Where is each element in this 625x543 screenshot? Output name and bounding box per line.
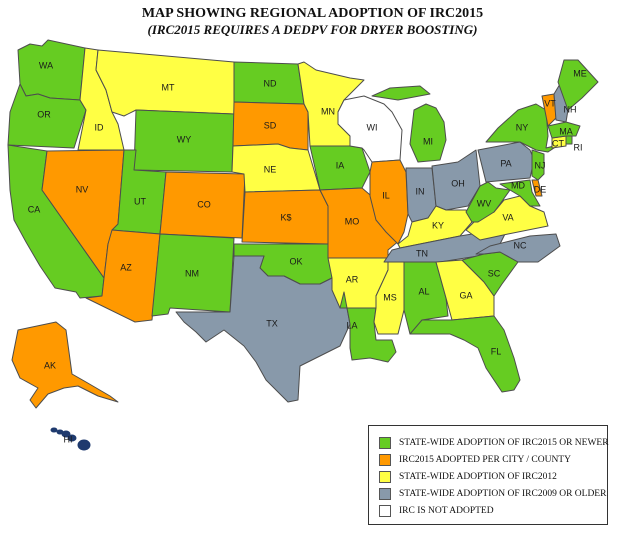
legend-swatch <box>379 487 391 500</box>
state-mi <box>371 85 447 163</box>
map-title: MAP SHOWING REGIONAL ADOPTION OF IRC2015 <box>141 6 484 21</box>
state-label-ky: KY <box>432 220 444 230</box>
state-ri <box>565 135 573 145</box>
state-label-wi: WI <box>367 122 378 132</box>
state-ny <box>485 103 561 153</box>
map-subtitle: (IRC2015 REQUIRES A DEDPV FOR DRYER BOOS… <box>147 22 478 37</box>
state-label-vt: VT <box>544 98 556 108</box>
state-ak <box>11 321 119 409</box>
state-label-tn: TN <box>416 248 428 258</box>
state-label-hi: HI <box>64 434 73 444</box>
state-label-ms: MS <box>383 292 397 302</box>
state-label-pa: PA <box>500 158 511 168</box>
state-label-va: VA <box>502 212 513 222</box>
state-label-in: IN <box>416 186 425 196</box>
state-label-or: OR <box>37 109 51 119</box>
state-label-oh: OH <box>451 178 465 188</box>
state-hi-island <box>67 434 77 442</box>
state-label-nd: ND <box>264 78 277 88</box>
state-label-ak: AK <box>44 360 56 370</box>
legend-swatch <box>379 504 391 517</box>
legend-label: STATE-WIDE ADOPTION OF IRC2015 OR NEWER <box>399 437 609 448</box>
state-labels: WA OR CA ID NV MT WY UT AZ CO NM ND SD NE K$ OK TX MN IA MO… <box>28 60 587 444</box>
state-tx <box>175 255 351 403</box>
legend-item: IRC IS NOT ADOPTED <box>379 502 599 519</box>
legend: STATE-WIDE ADOPTION OF IRC2015 OR NEWER I… <box>368 425 609 525</box>
state-label-mt: MT <box>162 82 175 92</box>
legend-item: STATE-WIDE ADOPTION OF IRC2009 OR OLDER <box>379 485 606 502</box>
state-label-ma: MA <box>559 126 573 136</box>
state-me <box>557 59 599 111</box>
state-label-wa: WA <box>39 60 53 70</box>
state-label-nh: NH <box>564 104 577 114</box>
state-label-ne: NE <box>264 164 277 174</box>
legend-item: IRC2015 ADOPTED PER CITY / COUNTY <box>379 451 599 468</box>
state-fl <box>409 315 521 393</box>
legend-item: STATE-WIDE ADOPTION OF IRC2012 <box>379 468 599 485</box>
state-label-la: LA <box>346 320 357 330</box>
state-label-id: ID <box>95 122 105 132</box>
state-label-ks: K$ <box>280 212 291 222</box>
state-label-tx: TX <box>266 318 278 328</box>
state-label-sc: SC <box>488 268 501 278</box>
legend-swatch <box>379 436 391 449</box>
legend-item: STATE-WIDE ADOPTION OF IRC2015 OR NEWER <box>379 434 609 451</box>
state-hi-island <box>50 427 58 433</box>
state-label-nm: NM <box>185 268 199 278</box>
state-label-il: IL <box>382 190 390 200</box>
state-label-md: MD <box>511 180 525 190</box>
legend-swatch <box>379 470 391 483</box>
state-label-co: CO <box>197 199 211 209</box>
state-hi-island <box>77 439 91 451</box>
state-label-sd: SD <box>264 120 277 130</box>
state-label-me: ME <box>573 68 587 78</box>
state-label-ga: GA <box>459 290 472 300</box>
states-layer <box>7 39 599 409</box>
state-de <box>531 179 543 197</box>
state-label-az: AZ <box>120 262 132 272</box>
legend-label: STATE-WIDE ADOPTION OF IRC2009 OR OLDER <box>399 488 607 499</box>
state-label-ia: IA <box>336 160 345 170</box>
state-nc <box>475 233 561 263</box>
state-label-ok: OK <box>289 256 302 266</box>
legend-label: IRC2015 ADOPTED PER CITY / COUNTY <box>399 454 571 465</box>
state-nj <box>531 149 545 181</box>
hawaii-islands <box>50 427 91 451</box>
state-label-mi: MI <box>423 136 433 146</box>
state-wv <box>465 181 511 223</box>
state-hi-island <box>61 430 71 438</box>
state-label-al: AL <box>418 286 429 296</box>
state-wi <box>337 95 403 163</box>
state-label-mo: MO <box>345 216 360 226</box>
state-label-mn: MN <box>321 106 335 116</box>
state-label-fl: FL <box>491 346 502 356</box>
state-label-nc: NC <box>514 240 527 250</box>
state-label-ri: RI <box>574 142 583 152</box>
legend-swatch <box>379 453 391 466</box>
state-il <box>369 159 409 245</box>
state-label-nv: NV <box>76 184 89 194</box>
state-label-de: DE <box>534 184 547 194</box>
legend-label: IRC IS NOT ADOPTED <box>399 505 494 516</box>
state-label-ca: CA <box>28 204 41 214</box>
state-label-wy: WY <box>177 134 192 144</box>
state-md <box>499 179 541 207</box>
state-label-wv: WV <box>477 198 492 208</box>
state-label-ct: CT <box>552 138 564 148</box>
state-nm <box>151 233 235 317</box>
legend-label: STATE-WIDE ADOPTION OF IRC2012 <box>399 471 557 482</box>
state-label-ut: UT <box>134 196 146 206</box>
state-label-ny: NY <box>516 122 529 132</box>
state-label-nj: NJ <box>535 160 546 170</box>
state-label-ar: AR <box>346 274 359 284</box>
